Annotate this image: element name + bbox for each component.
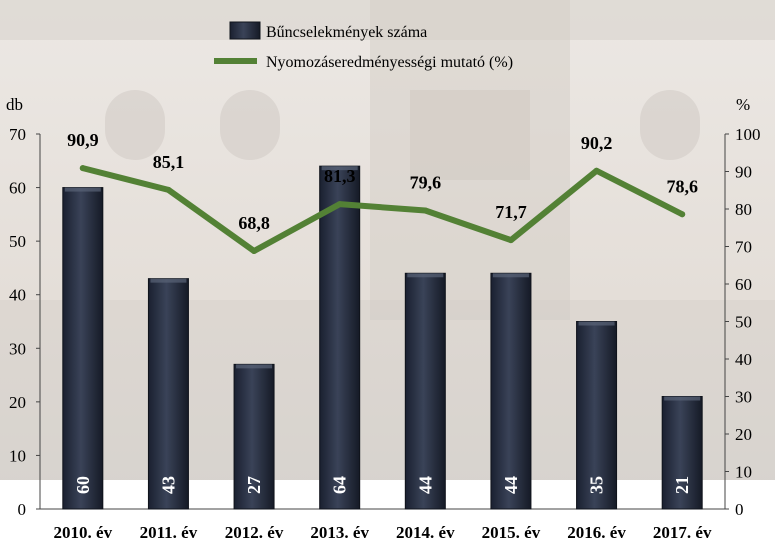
line-point — [507, 237, 514, 244]
bar — [576, 321, 618, 510]
line-point — [336, 201, 343, 208]
x-tick-label: 2015. év — [482, 523, 541, 542]
y-left-tick-label: 70 — [9, 125, 26, 144]
y-right-ticks: 0 10 20 30 40 50 60 70 80 90 100 — [725, 125, 761, 519]
line-value-label: 68,8 — [238, 213, 270, 233]
bar — [147, 278, 189, 510]
bar — [404, 272, 446, 510]
line-series — [79, 165, 686, 254]
bar-cap — [321, 166, 358, 171]
legend-bar-swatch — [229, 21, 261, 40]
bar-value-label: 60 — [73, 476, 93, 494]
line-value-label: 90,2 — [581, 133, 613, 153]
x-tick-label: 2017. év — [653, 523, 712, 542]
bar-cap — [492, 273, 529, 278]
bar — [319, 165, 361, 510]
y-left-tick-label: 10 — [9, 446, 26, 465]
line-point — [79, 165, 86, 172]
y-right-tick-label: 30 — [735, 388, 752, 407]
y-right-tick-label: 90 — [735, 163, 752, 182]
bar-cap — [150, 278, 187, 283]
line-value-label: 79,6 — [410, 173, 442, 193]
y-right-tick-label: 70 — [735, 238, 752, 257]
legend: Bűncselekmények száma Nyomozáseredményes… — [214, 21, 513, 71]
bar — [661, 396, 703, 510]
y-right-tick-label: 100 — [735, 125, 761, 144]
x-tick-label: 2013. év — [310, 523, 369, 542]
bar-value-labels: 60 43 27 64 44 44 35 21 — [73, 476, 692, 494]
y-right-axis-label: % — [736, 95, 750, 114]
bar-cap — [578, 321, 615, 326]
y-left-tick-label: 30 — [9, 339, 26, 358]
y-right-tick-label: 40 — [735, 350, 752, 369]
line-point — [422, 207, 429, 214]
line-value-label: 81,3 — [324, 166, 356, 186]
line-point — [165, 186, 172, 193]
y-left-tick-label: 60 — [9, 179, 26, 198]
y-right-tick-label: 50 — [735, 313, 752, 332]
bar-value-label: 21 — [672, 476, 692, 494]
line-value-label: 85,1 — [153, 152, 185, 172]
bar-value-label: 27 — [244, 476, 264, 494]
y-left-axis-label: db — [6, 95, 23, 114]
x-tick-label: 2011. év — [140, 523, 198, 542]
bar-cap — [664, 396, 701, 401]
y-left-tick-label: 40 — [9, 286, 26, 305]
bar — [490, 272, 532, 510]
bar-value-label: 44 — [415, 476, 435, 494]
legend-label-bars: Bűncselekmények száma — [266, 24, 427, 41]
bar-value-label: 35 — [587, 476, 607, 494]
line-value-label: 78,6 — [666, 176, 698, 196]
line-point — [251, 248, 258, 254]
y-left-tick-label: 0 — [18, 500, 27, 519]
y-right-tick-label: 10 — [735, 463, 752, 482]
y-right-tick-label: 80 — [735, 200, 752, 219]
y-right-tick-label: 0 — [735, 500, 744, 519]
line-point — [593, 167, 600, 174]
bar — [62, 187, 104, 510]
bar-series — [62, 165, 703, 510]
line-value-label: 71,7 — [495, 202, 527, 222]
bar-cap — [64, 187, 101, 192]
bar-value-label: 44 — [501, 476, 521, 494]
line-path — [79, 165, 686, 254]
legend-label-line: Nyomozáseredményességi mutató (%) — [266, 54, 513, 71]
x-tick-label: 2016. év — [567, 523, 626, 542]
line-value-label: 90,9 — [67, 130, 99, 150]
bar-cap — [407, 273, 444, 278]
x-tick-label: 2012. év — [225, 523, 284, 542]
y-right-tick-label: 60 — [735, 275, 752, 294]
bar-value-label: 43 — [158, 476, 178, 494]
bar-value-label: 64 — [330, 476, 350, 494]
x-tick-label: 2014. év — [396, 523, 455, 542]
bar-cap — [236, 364, 273, 369]
line-value-labels: 90,9 85,1 68,8 81,3 79,6 71,7 90,2 78,6 — [67, 130, 698, 233]
x-tick-label: 2010. év — [54, 523, 113, 542]
y-right-tick-label: 20 — [735, 425, 752, 444]
y-left-tick-label: 20 — [9, 393, 26, 412]
line-point — [679, 211, 686, 218]
y-left-tick-label: 50 — [9, 232, 26, 251]
x-tick-labels: 2010. év 2011. év 2012. év 2013. év 2014. év… — [54, 523, 712, 542]
y-left-ticks: 0 10 20 30 40 50 60 70 — [9, 125, 40, 519]
